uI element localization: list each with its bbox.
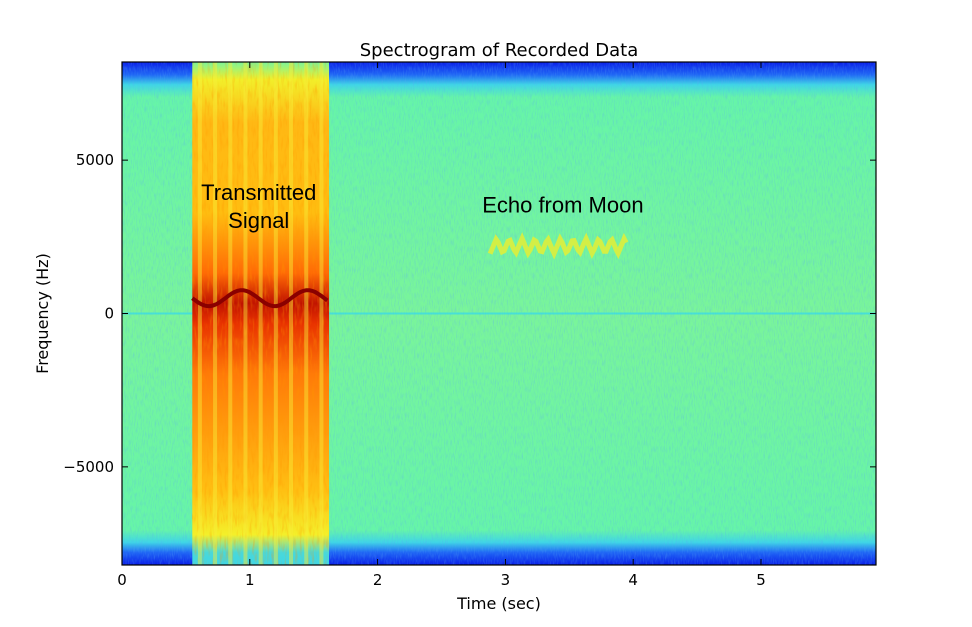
transmitted-signal-stripes (197, 62, 324, 565)
y-axis-label: Frequency (Hz) (33, 253, 52, 374)
y-tick-label: −5000 (63, 458, 114, 476)
transmitted-signal-noise (192, 62, 330, 565)
annotation-line: Transmitted (201, 180, 316, 205)
x-tick-label: 2 (373, 571, 383, 589)
x-axis: 0 1 2 3 4 5 (117, 62, 766, 589)
transmitted-signal-stripe (228, 62, 233, 565)
transmitted-signal-stripe (273, 62, 278, 565)
transmitted-signal-stripe (213, 62, 218, 565)
x-tick-label: 5 (756, 571, 766, 589)
x-axis-label: Time (sec) (456, 594, 541, 613)
x-tick-label: 0 (117, 571, 127, 589)
transmitted-signal-stripe (319, 62, 324, 565)
x-tick-label: 3 (501, 571, 511, 589)
x-tick-label: 4 (628, 571, 638, 589)
annotation-line: Echo from Moon (482, 192, 643, 217)
transmitted-signal-stripe (258, 62, 263, 565)
annotation-text: Echo from Moon (482, 192, 643, 217)
annotation-text: Transmitted Signal (201, 180, 316, 233)
transmitted-signal-peak (191, 288, 329, 309)
y-axis: 5000 0 −5000 (63, 151, 876, 476)
chart-title: Spectrogram of Recorded Data (360, 40, 638, 61)
transmitted-signal-stripe (289, 62, 294, 565)
transmitted-signal-stripe (304, 62, 309, 565)
transmitted-signal-stripe (197, 62, 202, 565)
echo-trace (487, 232, 629, 260)
y-tick-label: 5000 (76, 151, 114, 169)
y-tick-label: 0 (104, 305, 114, 323)
annotation-line: Signal (228, 208, 289, 233)
transmitted-signal-stripe (243, 62, 248, 565)
plot-area (122, 62, 876, 565)
annotations: Transmitted Signal Echo from Moon (201, 180, 644, 233)
x-tick-label: 1 (245, 571, 255, 589)
